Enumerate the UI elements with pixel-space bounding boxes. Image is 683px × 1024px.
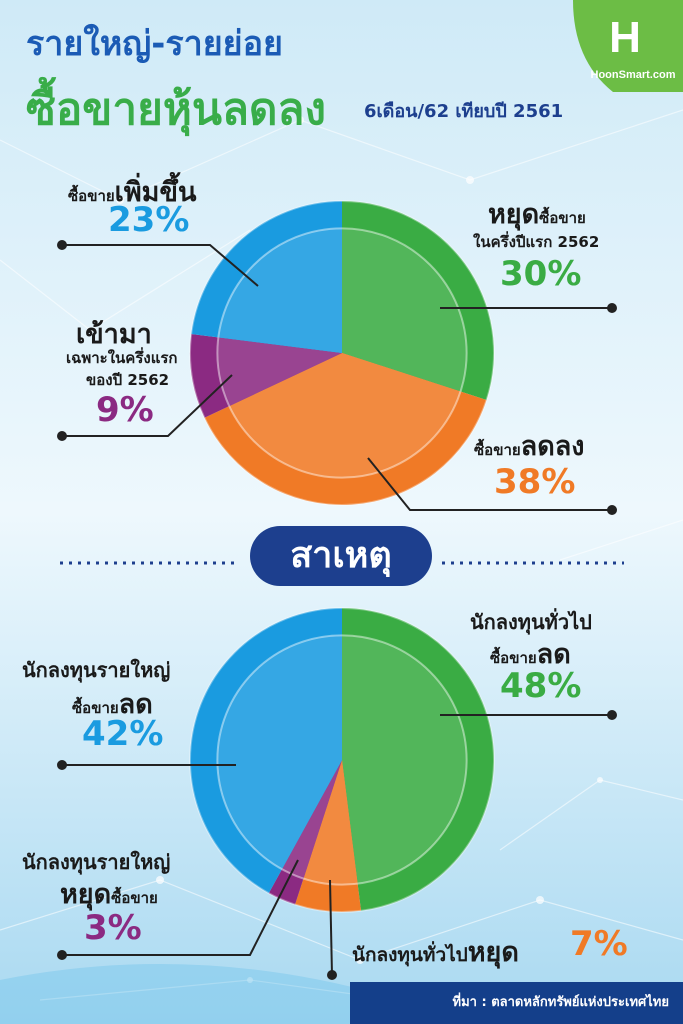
pct-stop: 30% (500, 254, 582, 294)
pie-1-slice-1-inner (303, 760, 358, 885)
source-footer: ที่มา : ตลาดหลักทรัพย์แห่งประเทศไทย (350, 982, 683, 1024)
pct-decrease: 38% (494, 462, 576, 502)
label-new: เข้ามา (76, 319, 152, 350)
label-inst-dec: ซื้อขายลด (72, 689, 153, 720)
pie-0-leader-dot-0 (607, 303, 617, 313)
title-line2: ซื้อขายหุ้นลดลง (26, 84, 326, 135)
label-inst-stop: หยุดซื้อขาย (60, 879, 158, 910)
pie-1-slices (190, 608, 495, 912)
label-stop-line2: ในครึ่งปีแรก 2562 (473, 233, 600, 251)
brand-name: HoonSmart.com (591, 69, 676, 81)
pie-1-leader-dot-0 (607, 710, 617, 720)
label-new-line2: เฉพาะในครึ่งแรก (66, 349, 178, 367)
pie-1-slice-0-inner (342, 635, 467, 884)
pie-1-leader-1 (329, 879, 333, 976)
label-inst-dec-line1: นักลงทุนรายใหญ่ (22, 658, 171, 682)
label-new-line3: ของปี 2562 (86, 371, 170, 389)
pie-0-leader-dot-1 (607, 505, 617, 515)
pct-increase: 23% (108, 200, 190, 240)
pie-0-leader-3 (62, 244, 259, 287)
pct-retail-dec: 48% (500, 666, 582, 706)
pie-0-slice-3-inner (218, 228, 342, 353)
pie-0-slice-1-inner (229, 353, 461, 478)
pct-retail-stop: 7% (570, 924, 628, 964)
logo-letter: H (609, 13, 641, 62)
pie-1-leader-2 (62, 859, 299, 956)
pie-1-leader-dot-1 (327, 970, 337, 980)
pie-0-leader-dot-2 (57, 431, 67, 441)
label-retail-dec-line1: นักลงทุนทั่วไป (470, 610, 592, 634)
pie-1-leader-dot-3 (57, 760, 67, 770)
label-inst-stop-line1: นักลงทุนรายใหญ่ (22, 850, 171, 874)
pie-0-ring (216, 227, 468, 479)
label-increase: ซื้อขายเพิ่มขึ้น (68, 177, 197, 208)
label-stop: หยุดซื้อขาย (488, 199, 586, 230)
pct-new: 9% (96, 390, 154, 430)
brand-logo: H HoonSmart.com (573, 0, 683, 92)
pie-0-leader-2 (62, 374, 233, 437)
pie-1-leader-dot-2 (57, 950, 67, 960)
pie-0-slice-0-inner (342, 228, 467, 392)
pie-1-slice-2-inner (281, 760, 342, 879)
pie-0-leader-dot-3 (57, 240, 67, 250)
pie-0-outline (189, 200, 495, 506)
section-label: สาเหตุ (250, 526, 432, 586)
pie-1-slice-3-inner (217, 635, 342, 870)
pie-1-ring (216, 634, 468, 886)
pct-inst-stop: 3% (84, 908, 142, 948)
subtitle: 6เดือน/62 เทียบปี 2561 (364, 101, 564, 122)
pie-0-slices (190, 201, 494, 505)
pie-0-slice-2-inner (217, 337, 342, 407)
pie-0-leader-1 (367, 457, 612, 511)
label-decrease: ซื้อขายลดลง (474, 431, 585, 462)
title-line1: รายใหญ่-รายย่อย (26, 24, 283, 64)
pct-inst-dec: 42% (82, 714, 164, 754)
label-retail-dec: ซื้อขายลด (490, 639, 571, 670)
label-retail-stop: นักลงทุนทั่วไปหยุด (352, 937, 519, 968)
pie-1-outline (189, 607, 495, 913)
